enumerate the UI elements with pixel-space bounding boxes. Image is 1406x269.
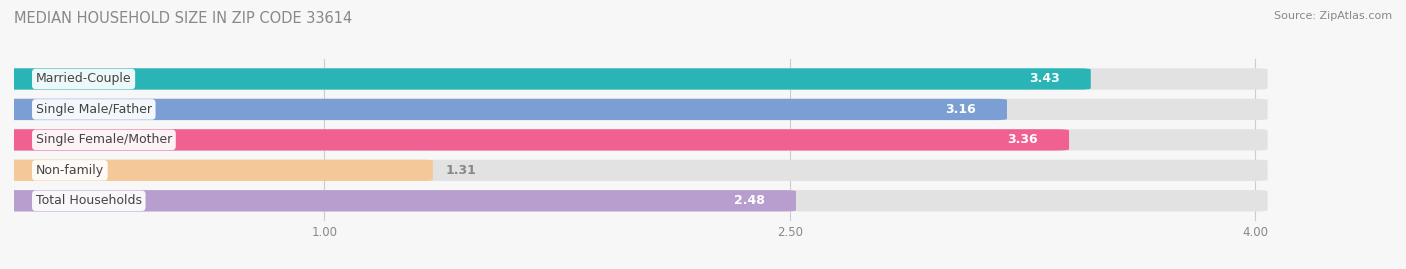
- Text: Single Female/Mother: Single Female/Mother: [35, 133, 172, 146]
- FancyBboxPatch shape: [1, 129, 1268, 151]
- FancyBboxPatch shape: [1, 129, 1069, 151]
- FancyBboxPatch shape: [1, 68, 1091, 90]
- FancyBboxPatch shape: [1, 99, 1007, 120]
- FancyBboxPatch shape: [1, 160, 1268, 181]
- FancyBboxPatch shape: [1, 68, 1268, 90]
- FancyBboxPatch shape: [1, 160, 433, 181]
- Text: Single Male/Father: Single Male/Father: [35, 103, 152, 116]
- Text: Total Households: Total Households: [35, 194, 142, 207]
- FancyBboxPatch shape: [1, 190, 796, 211]
- Text: 3.16: 3.16: [945, 103, 976, 116]
- Text: Non-family: Non-family: [35, 164, 104, 177]
- Text: Source: ZipAtlas.com: Source: ZipAtlas.com: [1274, 11, 1392, 21]
- Text: 3.36: 3.36: [1007, 133, 1038, 146]
- FancyBboxPatch shape: [1, 190, 1268, 211]
- Text: 1.31: 1.31: [446, 164, 477, 177]
- Text: Married-Couple: Married-Couple: [35, 72, 131, 86]
- Text: MEDIAN HOUSEHOLD SIZE IN ZIP CODE 33614: MEDIAN HOUSEHOLD SIZE IN ZIP CODE 33614: [14, 11, 353, 26]
- FancyBboxPatch shape: [1, 99, 1268, 120]
- Text: 2.48: 2.48: [734, 194, 765, 207]
- Text: 3.43: 3.43: [1029, 72, 1060, 86]
